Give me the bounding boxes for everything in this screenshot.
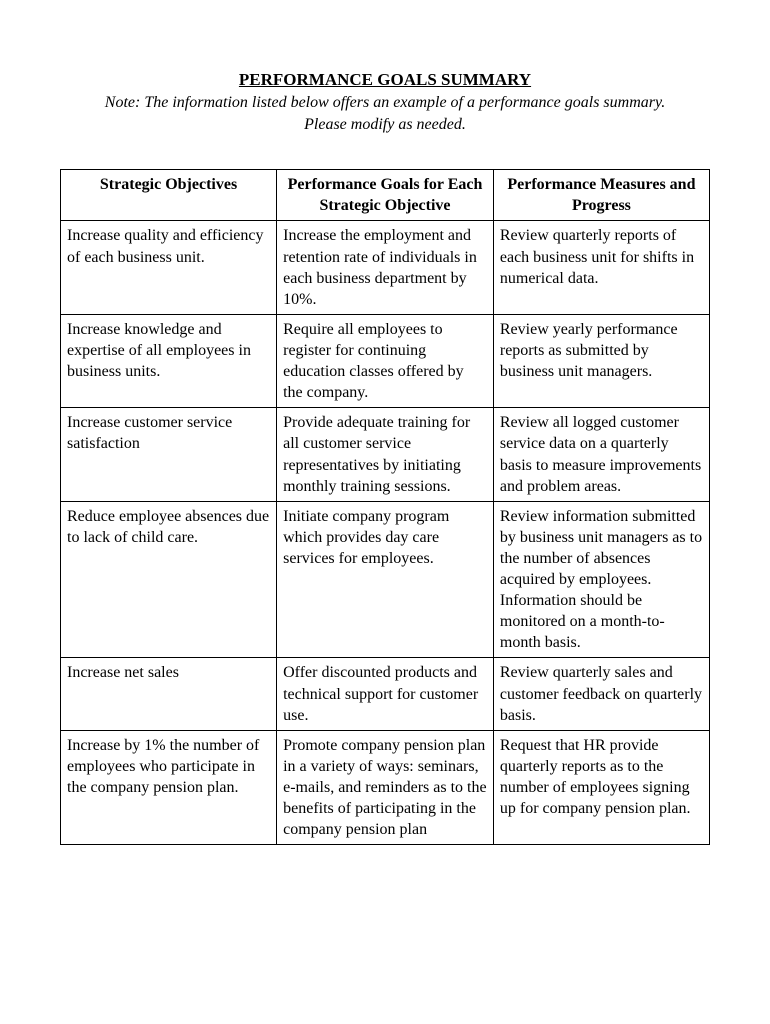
cell-measure: Review information submitted by business… xyxy=(493,501,709,658)
goals-table: Strategic Objectives Performance Goals f… xyxy=(60,169,710,845)
cell-measure: Review all logged customer service data … xyxy=(493,408,709,501)
cell-goal: Initiate company program which provides … xyxy=(277,501,494,658)
table-row: Increase quality and efficiency of each … xyxy=(61,221,710,314)
page-title: PERFORMANCE GOALS SUMMARY xyxy=(60,70,710,90)
cell-goal: Require all employees to register for co… xyxy=(277,314,494,407)
column-header-objectives: Strategic Objectives xyxy=(61,170,277,221)
cell-goal: Increase the employment and retention ra… xyxy=(277,221,494,314)
cell-goal: Promote company pension plan in a variet… xyxy=(277,730,494,845)
cell-measure: Review quarterly sales and customer feed… xyxy=(493,658,709,730)
cell-goal: Provide adequate training for all custom… xyxy=(277,408,494,501)
note-line-2: Please modify as needed. xyxy=(304,116,466,133)
note-text: Note: The information listed below offer… xyxy=(60,92,710,135)
table-row: Increase knowledge and expertise of all … xyxy=(61,314,710,407)
table-row: Increase customer service satisfaction P… xyxy=(61,408,710,501)
note-line-1: Note: The information listed below offer… xyxy=(105,94,665,111)
cell-measure: Review quarterly reports of each busines… xyxy=(493,221,709,314)
column-header-measures: Performance Measures and Progress xyxy=(493,170,709,221)
cell-objective: Increase net sales xyxy=(61,658,277,730)
table-row: Reduce employee absences due to lack of … xyxy=(61,501,710,658)
cell-measure: Review yearly performance reports as sub… xyxy=(493,314,709,407)
column-header-goals: Performance Goals for Each Strategic Obj… xyxy=(277,170,494,221)
cell-objective: Increase quality and efficiency of each … xyxy=(61,221,277,314)
cell-objective: Reduce employee absences due to lack of … xyxy=(61,501,277,658)
cell-measure: Request that HR provide quarterly report… xyxy=(493,730,709,845)
cell-objective: Increase by 1% the number of employees w… xyxy=(61,730,277,845)
cell-goal: Offer discounted products and technical … xyxy=(277,658,494,730)
table-header-row: Strategic Objectives Performance Goals f… xyxy=(61,170,710,221)
cell-objective: Increase customer service satisfaction xyxy=(61,408,277,501)
table-body: Increase quality and efficiency of each … xyxy=(61,221,710,845)
table-row: Increase net sales Offer discounted prod… xyxy=(61,658,710,730)
cell-objective: Increase knowledge and expertise of all … xyxy=(61,314,277,407)
table-row: Increase by 1% the number of employees w… xyxy=(61,730,710,845)
